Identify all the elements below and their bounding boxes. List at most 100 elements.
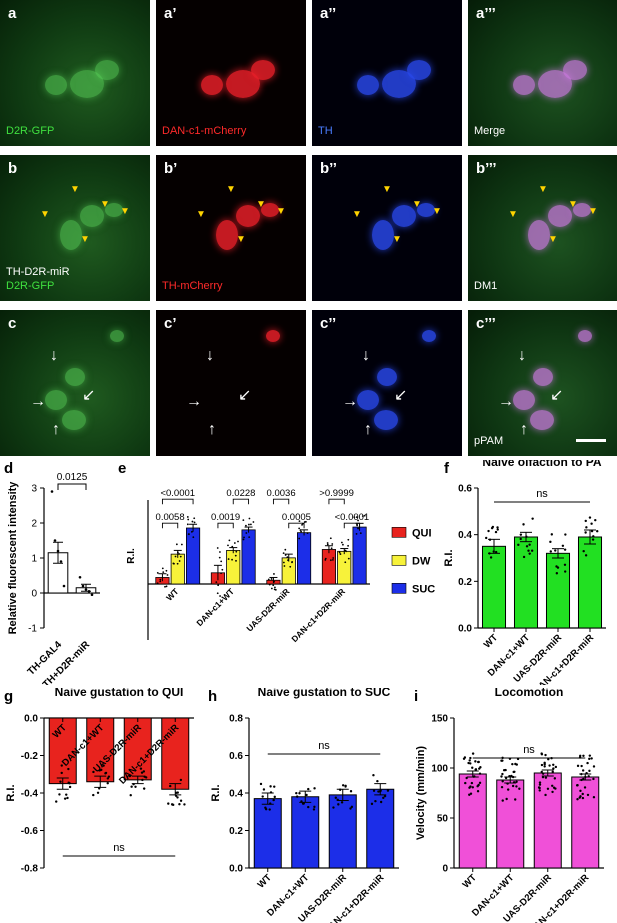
bar [297,532,312,585]
data-point [193,521,196,524]
data-point [231,545,234,548]
data-point [541,772,545,775]
data-point [92,770,95,774]
data-point [301,802,305,805]
data-point [564,533,567,536]
data-point [307,805,310,809]
cell-body [216,220,238,250]
data-point [291,561,294,563]
micrograph-label: c’’’ [476,315,496,332]
data-point [165,585,168,588]
data-point [588,757,591,761]
arrow-icon: ↙ [82,387,96,404]
data-point [273,795,276,799]
data-point [588,769,591,773]
panel-letter-f: f [444,460,449,477]
data-point [233,542,236,544]
chart-g: Naive gustation to QUI 0.0 -0.2 -0.4 -0.6 -0.… [5,688,194,875]
significance-bracket [288,522,305,529]
data-point [227,544,229,547]
data-point [478,767,481,770]
data-point [243,536,245,539]
data-point [218,556,221,559]
data-point [555,565,558,568]
micrograph-a1: a’ DAN-c1-mCherry [156,0,306,146]
data-point [469,792,473,795]
data-point [164,585,166,588]
data-point [178,560,181,562]
data-point [66,796,69,800]
data-point [144,776,148,779]
data-point [295,791,298,795]
data-point [583,786,587,789]
data-point [313,787,316,790]
data-point [269,791,273,794]
data-point [162,571,165,574]
data-point [505,797,508,801]
data-point [192,536,195,539]
micrograph-c3: ↓ → ↙ ↑ c’’’ pPAM [468,310,617,456]
data-point [78,575,82,579]
data-point [282,561,285,564]
data-point [501,772,504,776]
data-point [477,760,480,764]
y-tick-label: 0 [442,864,448,875]
data-point [470,781,474,785]
y-tick-label: 0.8 [229,714,243,725]
data-point [476,790,480,793]
data-point [582,549,585,553]
data-point [592,777,595,781]
arrowhead-icon: ▼ [70,184,80,195]
data-point [283,565,286,567]
data-point [588,754,592,757]
data-point [549,550,552,553]
data-point [68,782,71,785]
data-point [468,793,471,796]
y-axis-label: Relative fluorescent intensity [7,481,19,635]
arrowhead-icon: ▼ [226,184,236,195]
data-point [491,525,495,529]
arrowhead-icon: ▼ [508,209,518,220]
data-point [500,775,503,778]
data-point [540,770,543,774]
caption-line: pPAM [474,435,504,447]
data-point [548,764,551,767]
data-point [134,785,137,788]
micrograph-caption: pPAM [474,434,503,448]
x-tick-label: DAN-c1+D2R-miR [527,872,591,923]
data-point [584,775,587,779]
data-point [90,593,94,597]
data-point [471,766,474,769]
data-point [332,806,335,809]
data-point [554,549,557,552]
data-point [58,793,61,796]
significance-bracket [272,498,290,505]
data-point [219,595,221,597]
data-point [331,543,334,545]
data-point [355,533,358,535]
data-point [349,790,353,793]
data-point [132,783,135,786]
data-point [372,774,375,777]
micrograph-c: ↓ → ↙ ↑ c [0,310,150,456]
data-point [104,771,108,775]
y-tick-label: 150 [431,714,448,725]
data-point [552,763,555,766]
y-tick-label: 0.6 [229,751,243,762]
cell-body [392,205,416,227]
data-point [525,535,528,538]
data-point [357,519,359,522]
data-point [178,803,181,806]
panel-letter-e: e [118,460,127,477]
y-tick-label: 100 [431,764,448,775]
chart-h: Naive gustation to SUC 0.0 0.2 0.4 0.6 0.8 R.I… [210,688,399,923]
data-point [329,537,332,540]
micrograph-b2: ▼ ▼ ▼ ▼ ▼ b’’ [312,155,462,301]
arrow-icon: ↙ [550,387,564,404]
data-point [522,555,526,559]
significance-label: ns [318,740,330,752]
data-point [514,798,517,801]
micrograph-caption: Merge [474,124,505,138]
arrow-icon: → [498,393,514,410]
data-point [245,532,248,534]
